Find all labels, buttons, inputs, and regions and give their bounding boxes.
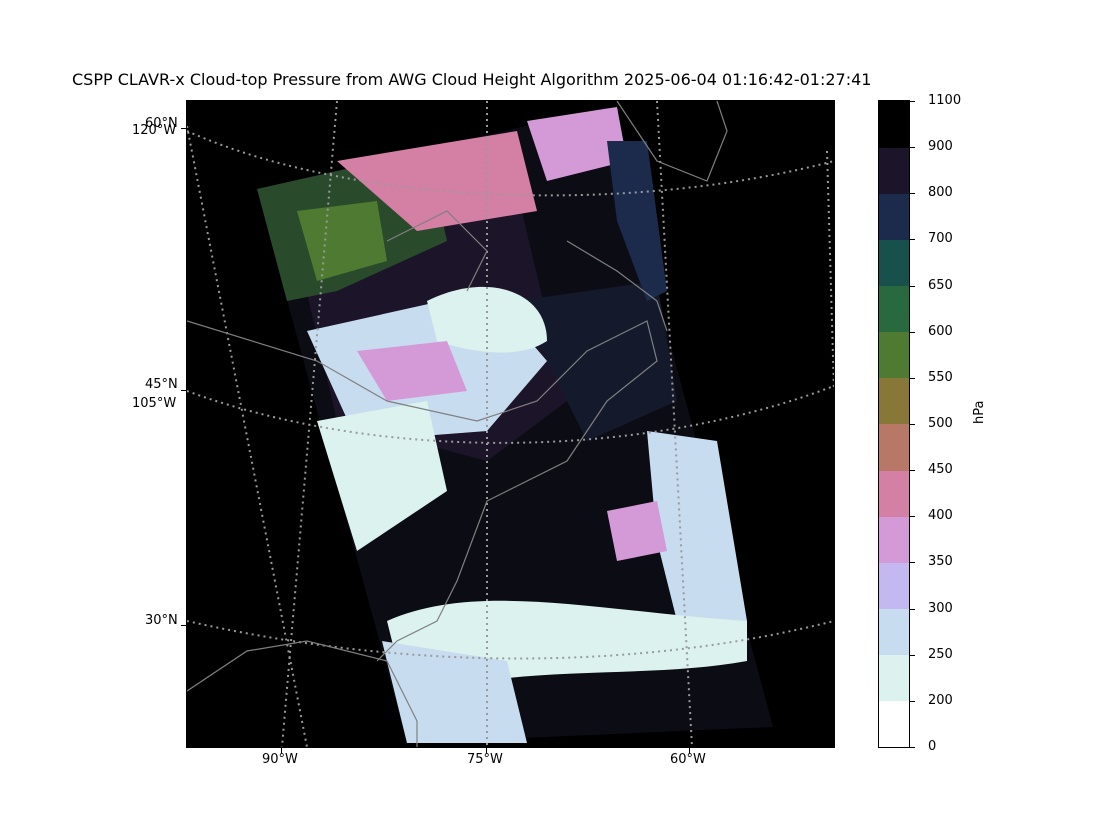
colorbar-tick-label: 300 [928,600,953,616]
high-cloud-region [357,341,467,401]
colorbar-tick-label: 350 [928,554,953,570]
high-cloud-region [382,641,527,743]
colorbar-segment [879,331,909,379]
colorbar-unit: hPa [972,400,987,424]
colorbar-tick [910,285,915,287]
colorbar-segment [879,470,909,517]
lon-side-label: 120°W [132,123,177,138]
colorbar-segment [879,654,909,702]
colorbar-segment [879,562,909,610]
colorbar-segment [879,424,909,471]
colorbar-segment [879,700,909,747]
colorbar-tick [910,700,915,702]
lon-label: 75°W [467,752,503,767]
colorbar-tick [910,377,915,379]
colorbar-segment [879,147,909,194]
chart-title: CSPP CLAVR-x Cloud-top Pressure from AWG… [72,70,872,89]
colorbar-tick-label: 650 [928,277,953,293]
map-canvas [187,101,834,747]
map-panel [186,100,835,748]
colorbar-tick-label: 500 [928,416,953,431]
x-tick [281,748,282,753]
colorbar [878,100,910,748]
y-tick [181,625,186,626]
high-cloud-region [527,107,627,181]
colorbar-tick-label: 900 [928,139,953,155]
colorbar-tick [910,470,915,472]
high-cloud-region [607,501,667,561]
colorbar-tick-label: 250 [928,646,953,662]
colorbar-tick [910,747,915,748]
high-cloud-region [427,286,547,353]
colorbar-tick [910,608,915,610]
lon-label: 60°W [670,752,706,767]
lat-label: 60°N [145,116,178,131]
y-tick [181,128,186,129]
colorbar-segment [879,193,909,240]
high-cloud-region [297,201,387,281]
colorbar-tick [910,562,915,564]
colorbar-tick-label: 800 [928,185,953,201]
lat-label: 45°N [145,377,178,392]
gridlines [187,101,834,747]
colorbar-tick-label: 400 [928,508,953,524]
colorbar-tick [910,147,915,149]
colorbar-segment [879,608,909,656]
colorbar-tick [910,424,915,425]
colorbar-tick-label: 200 [928,692,953,708]
colorbar-tick-label: 550 [928,369,953,385]
lon-side-label: 105°W [132,396,177,411]
high-cloud-region [647,431,747,661]
colorbar-segment [879,101,909,148]
colorbar-segment [879,285,909,333]
colorbar-tick-label: 450 [928,462,953,478]
mid-cloud-region [607,141,667,301]
lat-label: 30°N [145,613,178,628]
colorbar-tick [910,516,915,518]
y-tick [181,390,186,391]
colorbar-tick-label: 1100 [928,93,962,108]
colorbar-tick [910,193,915,195]
high-cloud-region [317,401,447,551]
colorbar-tick [910,331,915,333]
x-tick [689,748,690,753]
x-tick [486,748,487,753]
lon-label: 90°W [262,752,298,767]
colorbar-segment [879,516,909,563]
mid-cloud-region [517,281,677,441]
colorbar-tick-label: 0 [928,739,937,754]
colorbar-tick-label: 700 [928,231,953,247]
colorbar-segment [879,239,909,287]
colorbar-tick [910,101,915,102]
colorbar-tick-label: 600 [928,323,953,339]
colorbar-segment [879,377,909,425]
coastlines [187,101,728,747]
colorbar-tick [910,654,915,656]
colorbar-tick [910,239,915,241]
